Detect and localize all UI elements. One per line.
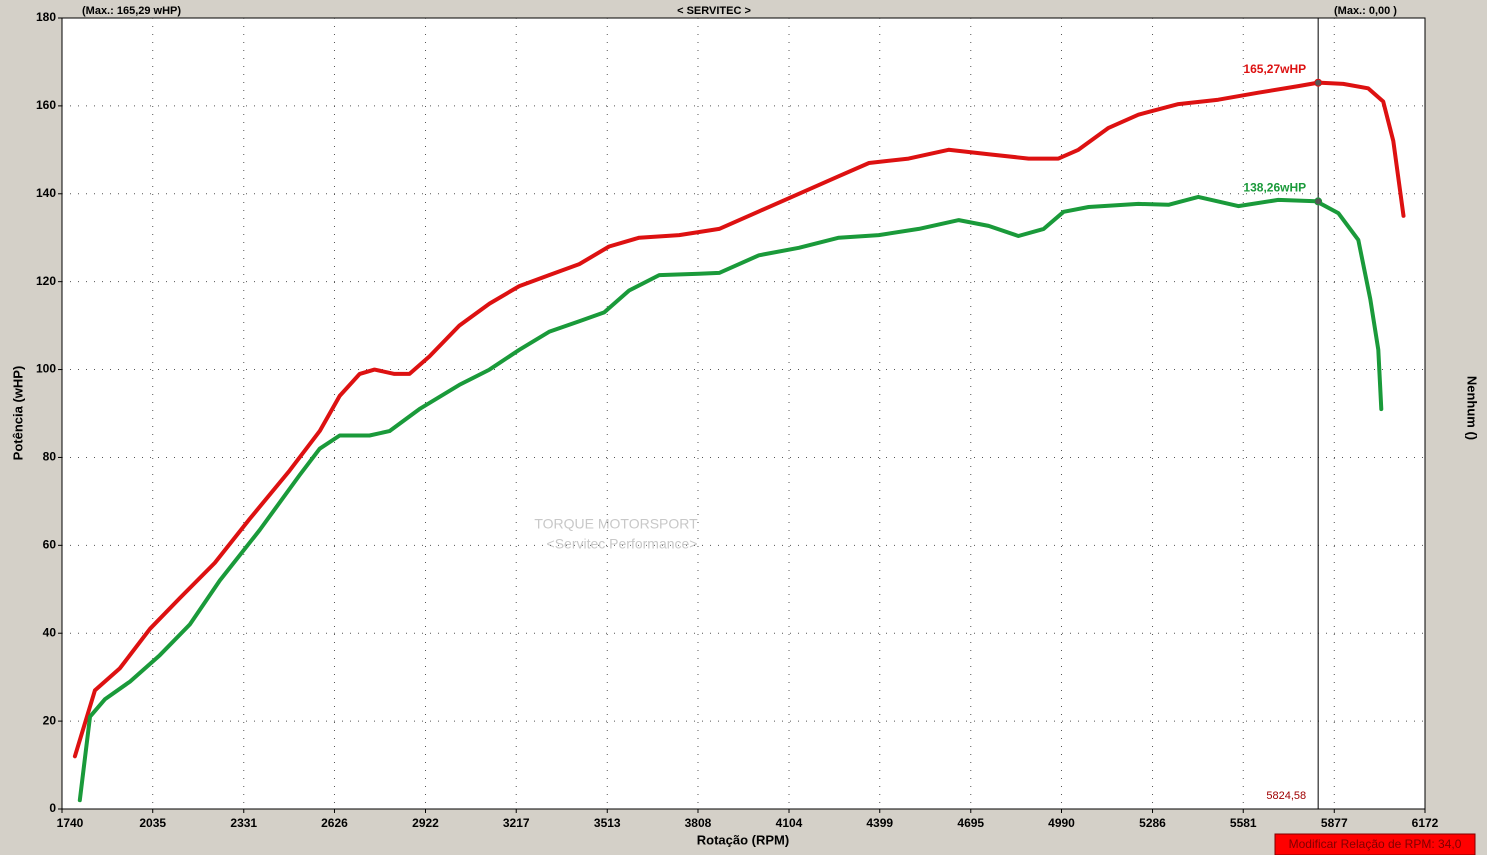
x-tick-label: 4104 <box>776 816 803 830</box>
x-tick-label: 4695 <box>957 816 984 830</box>
x-tick-label: 2035 <box>139 816 166 830</box>
plot-area <box>61 17 1426 810</box>
x-tick-label: 2331 <box>230 816 257 830</box>
y-tick-label: 40 <box>43 625 57 639</box>
y-tick-label: 0 <box>49 801 56 815</box>
y-tick-label: 160 <box>36 98 56 112</box>
x-tick-label: 1740 <box>57 816 84 830</box>
series-line <box>77 194 1384 803</box>
x-tick-label: 5581 <box>1230 816 1257 830</box>
y-tick-label: 80 <box>43 450 57 464</box>
header-left: (Max.: 165,29 wHP) <box>82 5 181 17</box>
x-tick-label: 3217 <box>503 816 530 830</box>
x-tick-label: 4399 <box>866 816 893 830</box>
x-tick-label: 5286 <box>1139 816 1166 830</box>
watermark: TORQUE MOTORSPORT <box>534 516 698 532</box>
x-tick-label: 2626 <box>321 816 348 830</box>
cursor-label: 5824,58 <box>1266 790 1306 802</box>
y-tick-label: 100 <box>36 362 56 376</box>
x-tick-label: 4990 <box>1048 816 1075 830</box>
header-right: (Max.: 0,00 ) <box>1334 5 1397 17</box>
x-tick-label: 3513 <box>594 816 621 830</box>
chart-title: < SERVITEC > <box>677 5 751 17</box>
y2-axis-label: Nenhum () <box>1465 376 1480 440</box>
cursor-value-label: 138,26wHP <box>1243 181 1306 195</box>
y-tick-label: 140 <box>36 186 56 200</box>
series-line <box>72 80 1406 759</box>
x-tick-label: 5877 <box>1321 816 1348 830</box>
cursor-marker <box>1314 78 1323 87</box>
status-box[interactable] <box>1274 833 1476 855</box>
cursor-marker <box>1314 197 1323 206</box>
y-tick-label: 60 <box>43 538 57 552</box>
y-tick-label: 20 <box>43 713 57 727</box>
status-text[interactable]: Modificar Relação de RPM: 34,0 <box>1289 837 1462 851</box>
x-axis-label: Rotação (RPM) <box>697 832 789 847</box>
watermark: <Servitec Performance> <box>547 536 698 552</box>
y-tick-label: 180 <box>36 10 56 24</box>
x-tick-label: 3808 <box>685 816 712 830</box>
x-tick-label: 2922 <box>412 816 439 830</box>
y-tick-label: 120 <box>36 274 56 288</box>
y-axis-label: Potência (wHP) <box>10 366 25 461</box>
cursor-value-label: 165,27wHP <box>1243 62 1306 76</box>
x-tick-label: 6172 <box>1412 816 1439 830</box>
